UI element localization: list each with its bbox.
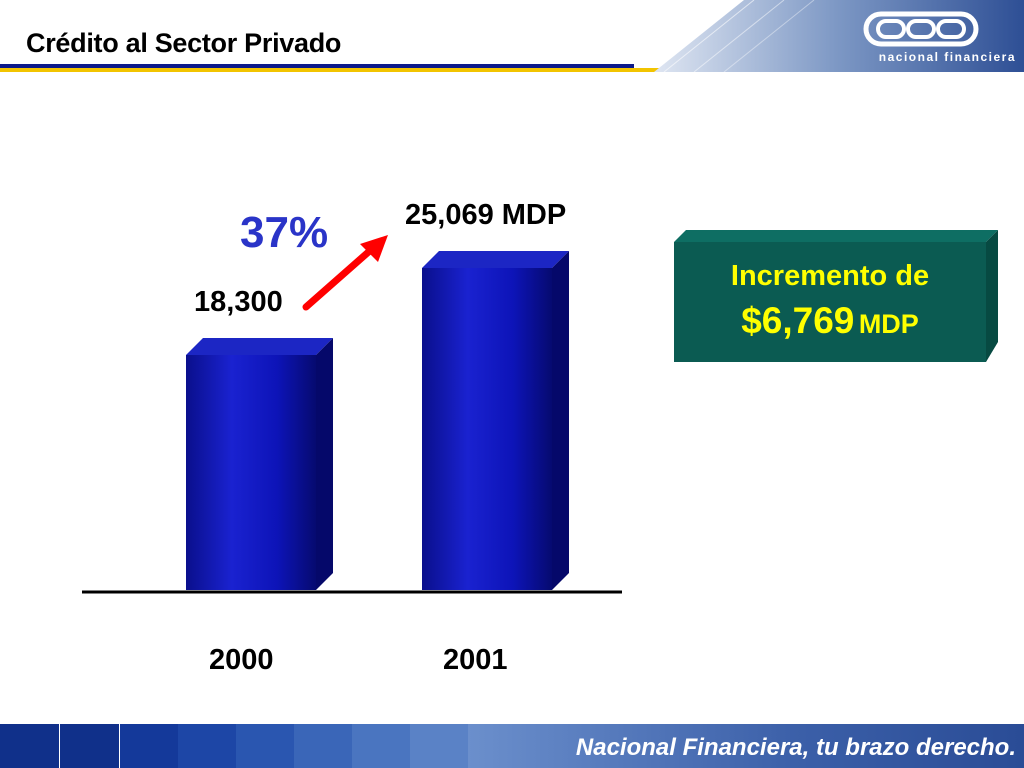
nafin-emblem-icon	[863, 11, 979, 47]
callout-amount: $6,769	[741, 300, 855, 341]
title-underline	[0, 64, 634, 68]
category-label-2001: 2001	[443, 644, 508, 676]
category-label-2000: 2000	[209, 644, 274, 676]
footer-block	[410, 724, 468, 768]
bar-chart	[82, 235, 622, 594]
data-label-2001: 25,069 MDP	[405, 199, 567, 231]
footer-block	[352, 724, 410, 768]
title-gold-rule	[0, 68, 700, 72]
footer-block	[178, 724, 236, 768]
brand-logo: nacional financiera	[624, 0, 1024, 73]
footer-block	[60, 724, 120, 768]
logo-banner-graphic	[654, 0, 1024, 73]
growth-arrow-icon	[302, 235, 388, 311]
footer-bar	[0, 724, 1024, 768]
footer-slogan: Nacional Financiera, tu brazo derecho.	[575, 734, 1016, 761]
footer-block	[236, 724, 294, 768]
footer-block	[0, 724, 60, 768]
bar-2001	[422, 251, 569, 590]
logo-wordmark: nacional financiera	[878, 50, 1016, 64]
footer-block	[468, 724, 1024, 768]
footer-block	[120, 724, 178, 768]
growth-percent-label: 37%	[240, 208, 329, 257]
increment-callout-box	[674, 230, 998, 362]
callout-text: Incremento de $6,769 MDP	[674, 256, 986, 354]
data-label-2000: 18,300	[194, 285, 283, 318]
footer-block	[294, 724, 352, 768]
callout-line1: Incremento de	[730, 260, 930, 292]
callout-unit: MDP	[858, 309, 919, 339]
page-title: Crédito al Sector Privado	[26, 28, 342, 58]
bar-2000	[186, 337, 333, 590]
callout-line2: $6,769 MDP	[674, 296, 986, 354]
